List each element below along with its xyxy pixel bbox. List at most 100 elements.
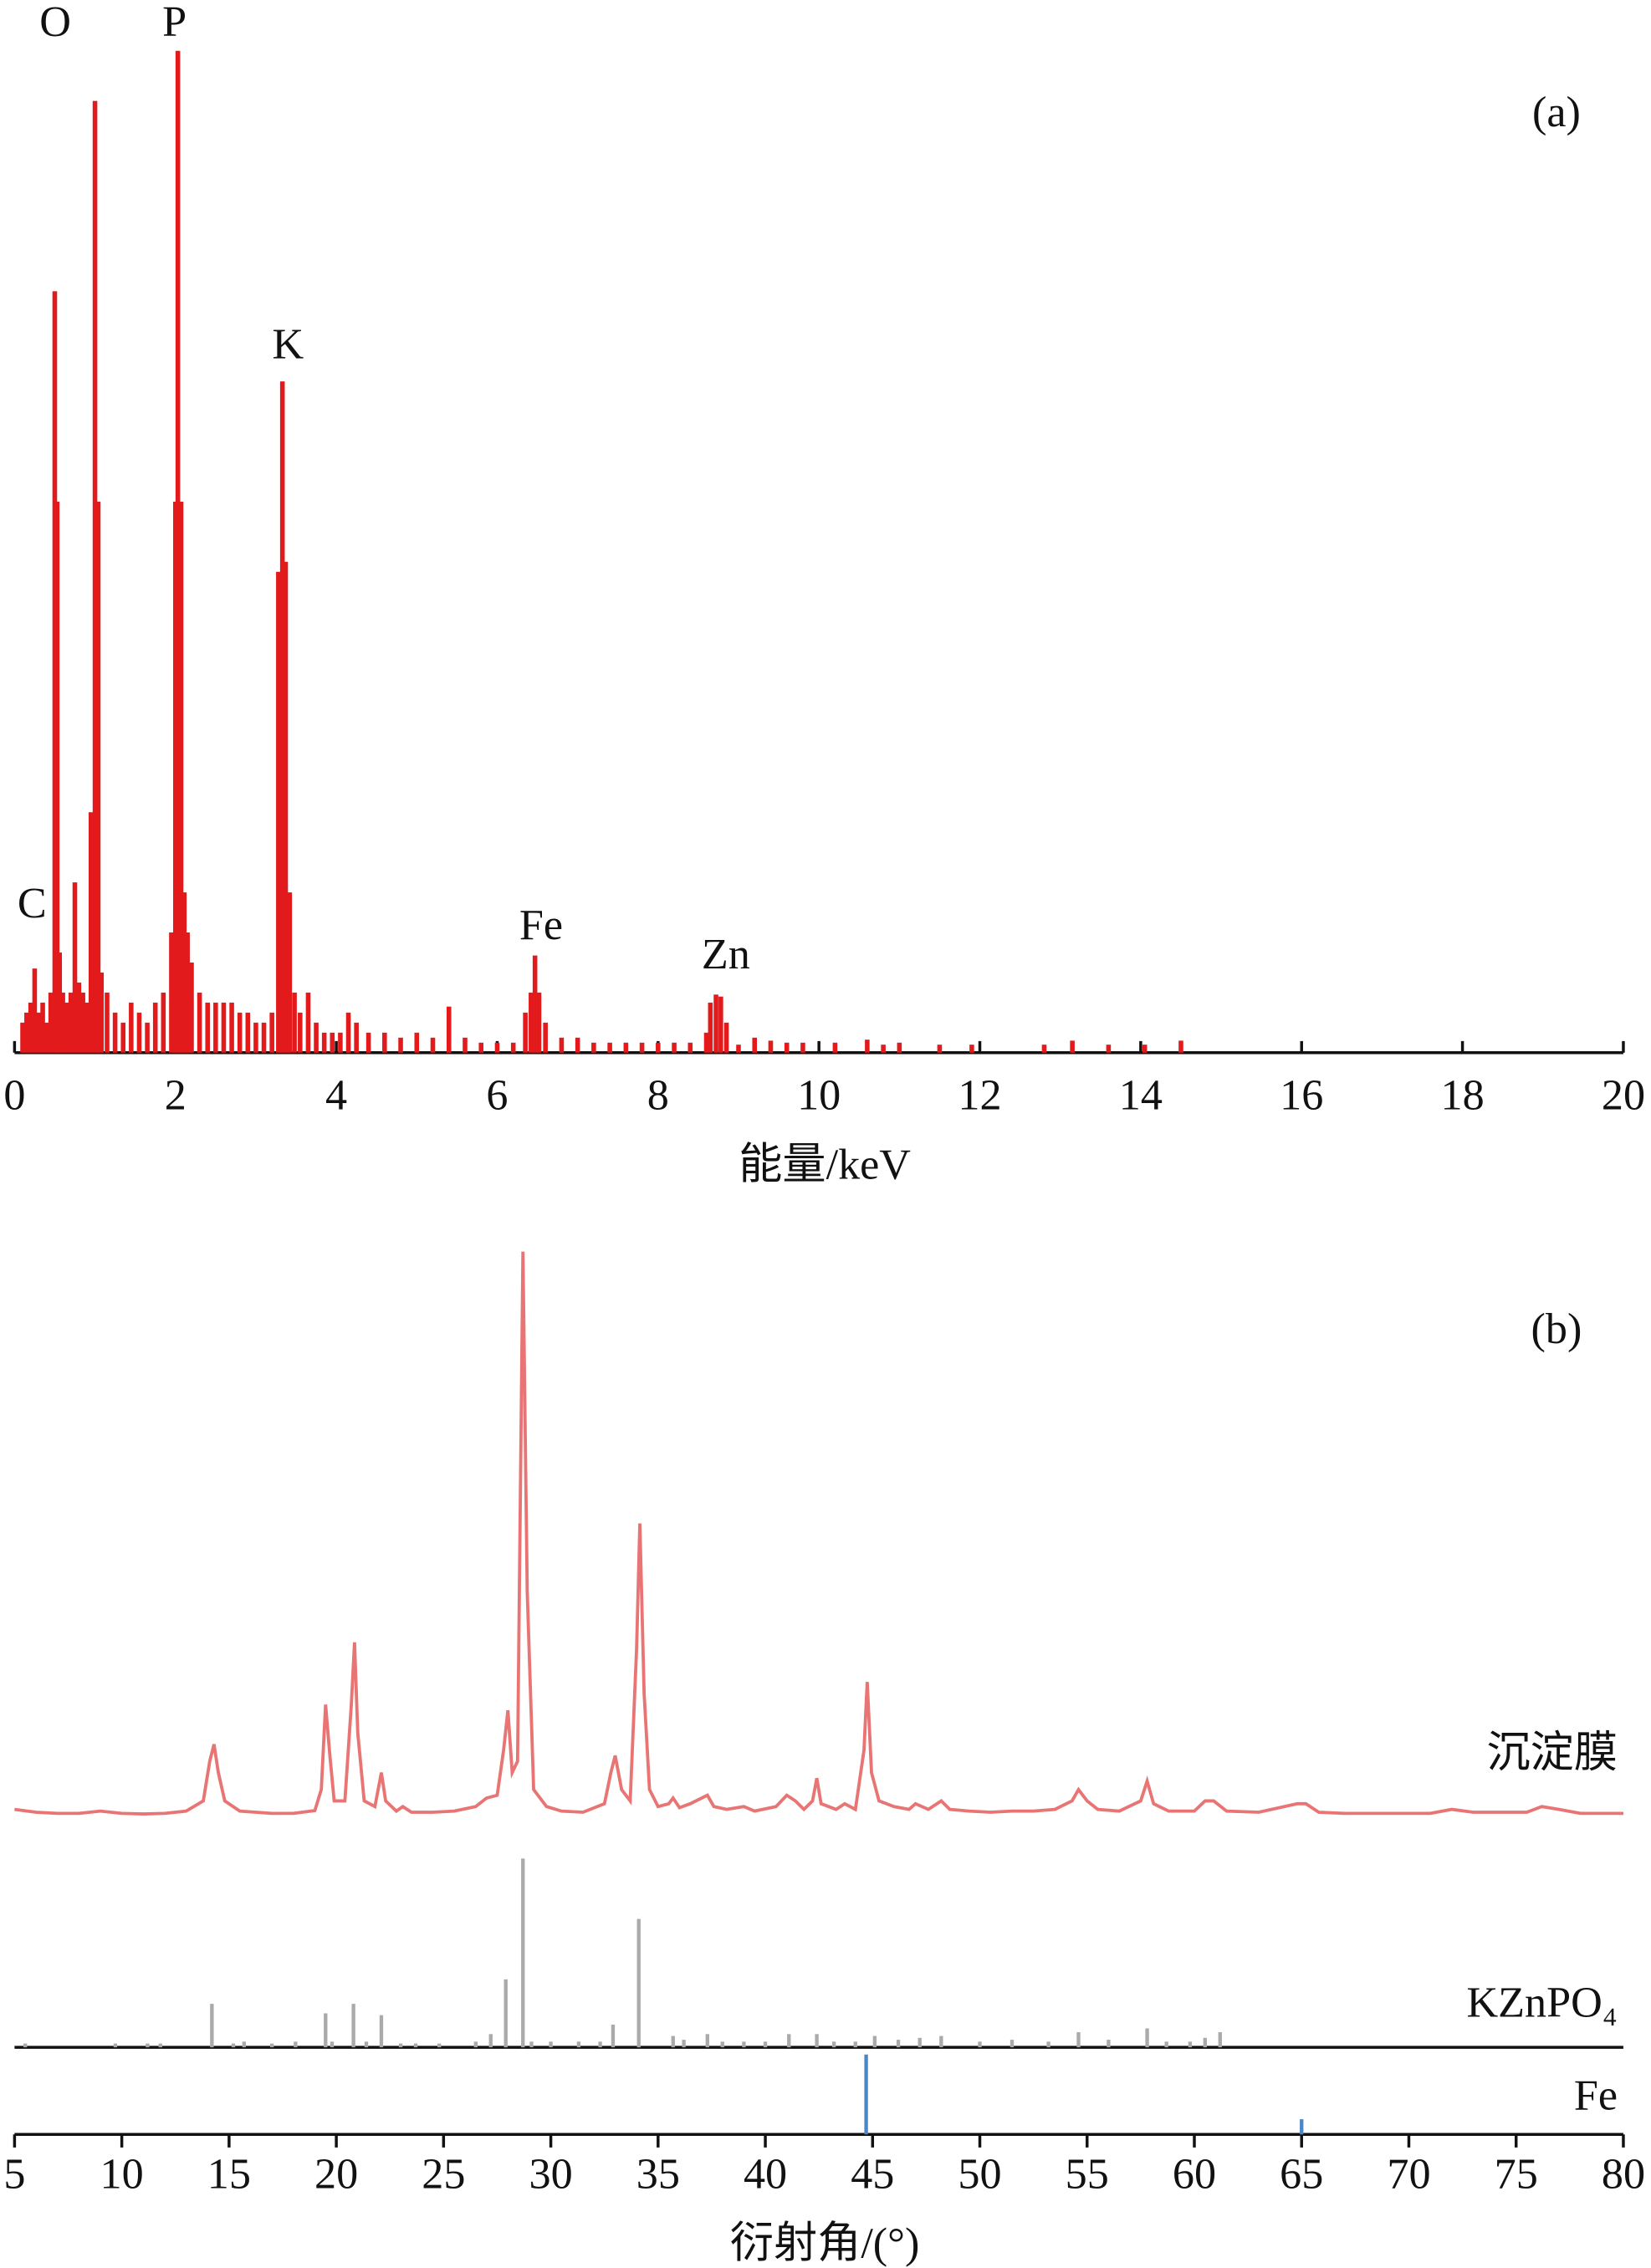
peak-label: C (18, 880, 47, 927)
bar (136, 1012, 142, 1053)
bar (99, 972, 105, 1053)
bar (1106, 1045, 1112, 1053)
x-tick-label: 8 (647, 1071, 669, 1119)
x-tick-label: 20 (1602, 1071, 1645, 1119)
bar (57, 952, 63, 1053)
bar (172, 501, 178, 1053)
bar (623, 1042, 629, 1053)
x-tick-label: 55 (1066, 2150, 1109, 2198)
x-tick-label: 25 (422, 2150, 465, 2198)
x-tick-label: 35 (636, 2150, 680, 2198)
bar (723, 1022, 729, 1053)
bar (279, 381, 285, 1053)
x-axis-label: 衍射角/(°) (730, 2220, 920, 2268)
bar (36, 1012, 42, 1053)
bar (178, 501, 184, 1053)
bar (687, 1042, 693, 1053)
bar (213, 1002, 218, 1053)
bar (129, 1002, 134, 1053)
bar (152, 1002, 158, 1053)
bar (639, 1042, 645, 1053)
x-tick-label: 5 (3, 2150, 25, 2198)
bar (881, 1045, 886, 1053)
bar (1041, 1045, 1047, 1053)
bar (197, 992, 202, 1053)
bar (145, 1022, 150, 1053)
bar (287, 892, 293, 1053)
bar (713, 994, 718, 1053)
bar (382, 1032, 387, 1053)
bar (536, 992, 542, 1053)
bar (338, 1032, 343, 1053)
bar (543, 1022, 548, 1053)
x-axis-label: 能量/keV (739, 1142, 911, 1189)
x-tick-label: 18 (1441, 1071, 1485, 1119)
bar (532, 955, 538, 1053)
bar (897, 1042, 902, 1053)
bar (430, 1037, 436, 1053)
bar (185, 932, 190, 1053)
bar (28, 1002, 33, 1053)
bar (95, 501, 101, 1053)
bar (330, 1032, 335, 1053)
x-tick-label: 4 (325, 1071, 347, 1119)
bar (672, 1042, 677, 1053)
bar (189, 962, 194, 1053)
x-tick-label: 14 (1119, 1071, 1163, 1119)
x-tick-label: 45 (851, 2150, 894, 2198)
bar (161, 992, 166, 1053)
bar (768, 1040, 774, 1053)
x-tick-label: 0 (3, 1071, 25, 1119)
bar (800, 1042, 805, 1053)
bar (221, 1002, 227, 1053)
bar (205, 1002, 211, 1053)
x-tick-label: 80 (1602, 2150, 1645, 2198)
bar (559, 1037, 565, 1053)
panel-label: (a) (1532, 89, 1581, 136)
bar (68, 992, 74, 1053)
bar (314, 1022, 319, 1053)
bar (736, 1045, 741, 1053)
bar (305, 992, 311, 1053)
peak-label: Fe (519, 902, 563, 949)
peak-label: K (273, 321, 304, 369)
bar (463, 1037, 468, 1053)
bar (64, 1002, 69, 1053)
bar (253, 1022, 258, 1053)
bar (365, 1032, 371, 1053)
bar (607, 1042, 612, 1053)
bar (105, 992, 110, 1053)
bar (832, 1042, 838, 1053)
bar (60, 992, 65, 1053)
bar (414, 1032, 420, 1053)
peak-label: P (162, 0, 187, 46)
bar (523, 1012, 528, 1053)
bar (398, 1037, 403, 1053)
x-tick-label: 16 (1280, 1071, 1323, 1119)
bar (510, 1042, 516, 1053)
bar (494, 1042, 500, 1053)
series-label: Fe (1574, 2072, 1618, 2120)
bar (92, 100, 98, 1053)
x-tick-label: 75 (1495, 2150, 1538, 2198)
x-tick-label: 6 (486, 1071, 508, 1119)
bar (1142, 1045, 1148, 1053)
x-tick-label: 30 (529, 2150, 572, 2198)
bar (575, 1037, 580, 1053)
bar (591, 1042, 596, 1053)
bar (245, 1012, 251, 1053)
bar (48, 992, 54, 1053)
bar (229, 1002, 234, 1053)
bar (969, 1045, 974, 1053)
bar (708, 1002, 713, 1053)
x-tick-label: 70 (1387, 2150, 1430, 2198)
bar (718, 996, 723, 1053)
x-tick-label: 12 (958, 1071, 1001, 1119)
x-tick-label: 10 (100, 2150, 144, 2198)
bar (345, 1012, 351, 1053)
x-tick-label: 65 (1280, 2150, 1323, 2198)
bar (1178, 1040, 1183, 1053)
bar (32, 968, 38, 1053)
bar (478, 1042, 484, 1053)
